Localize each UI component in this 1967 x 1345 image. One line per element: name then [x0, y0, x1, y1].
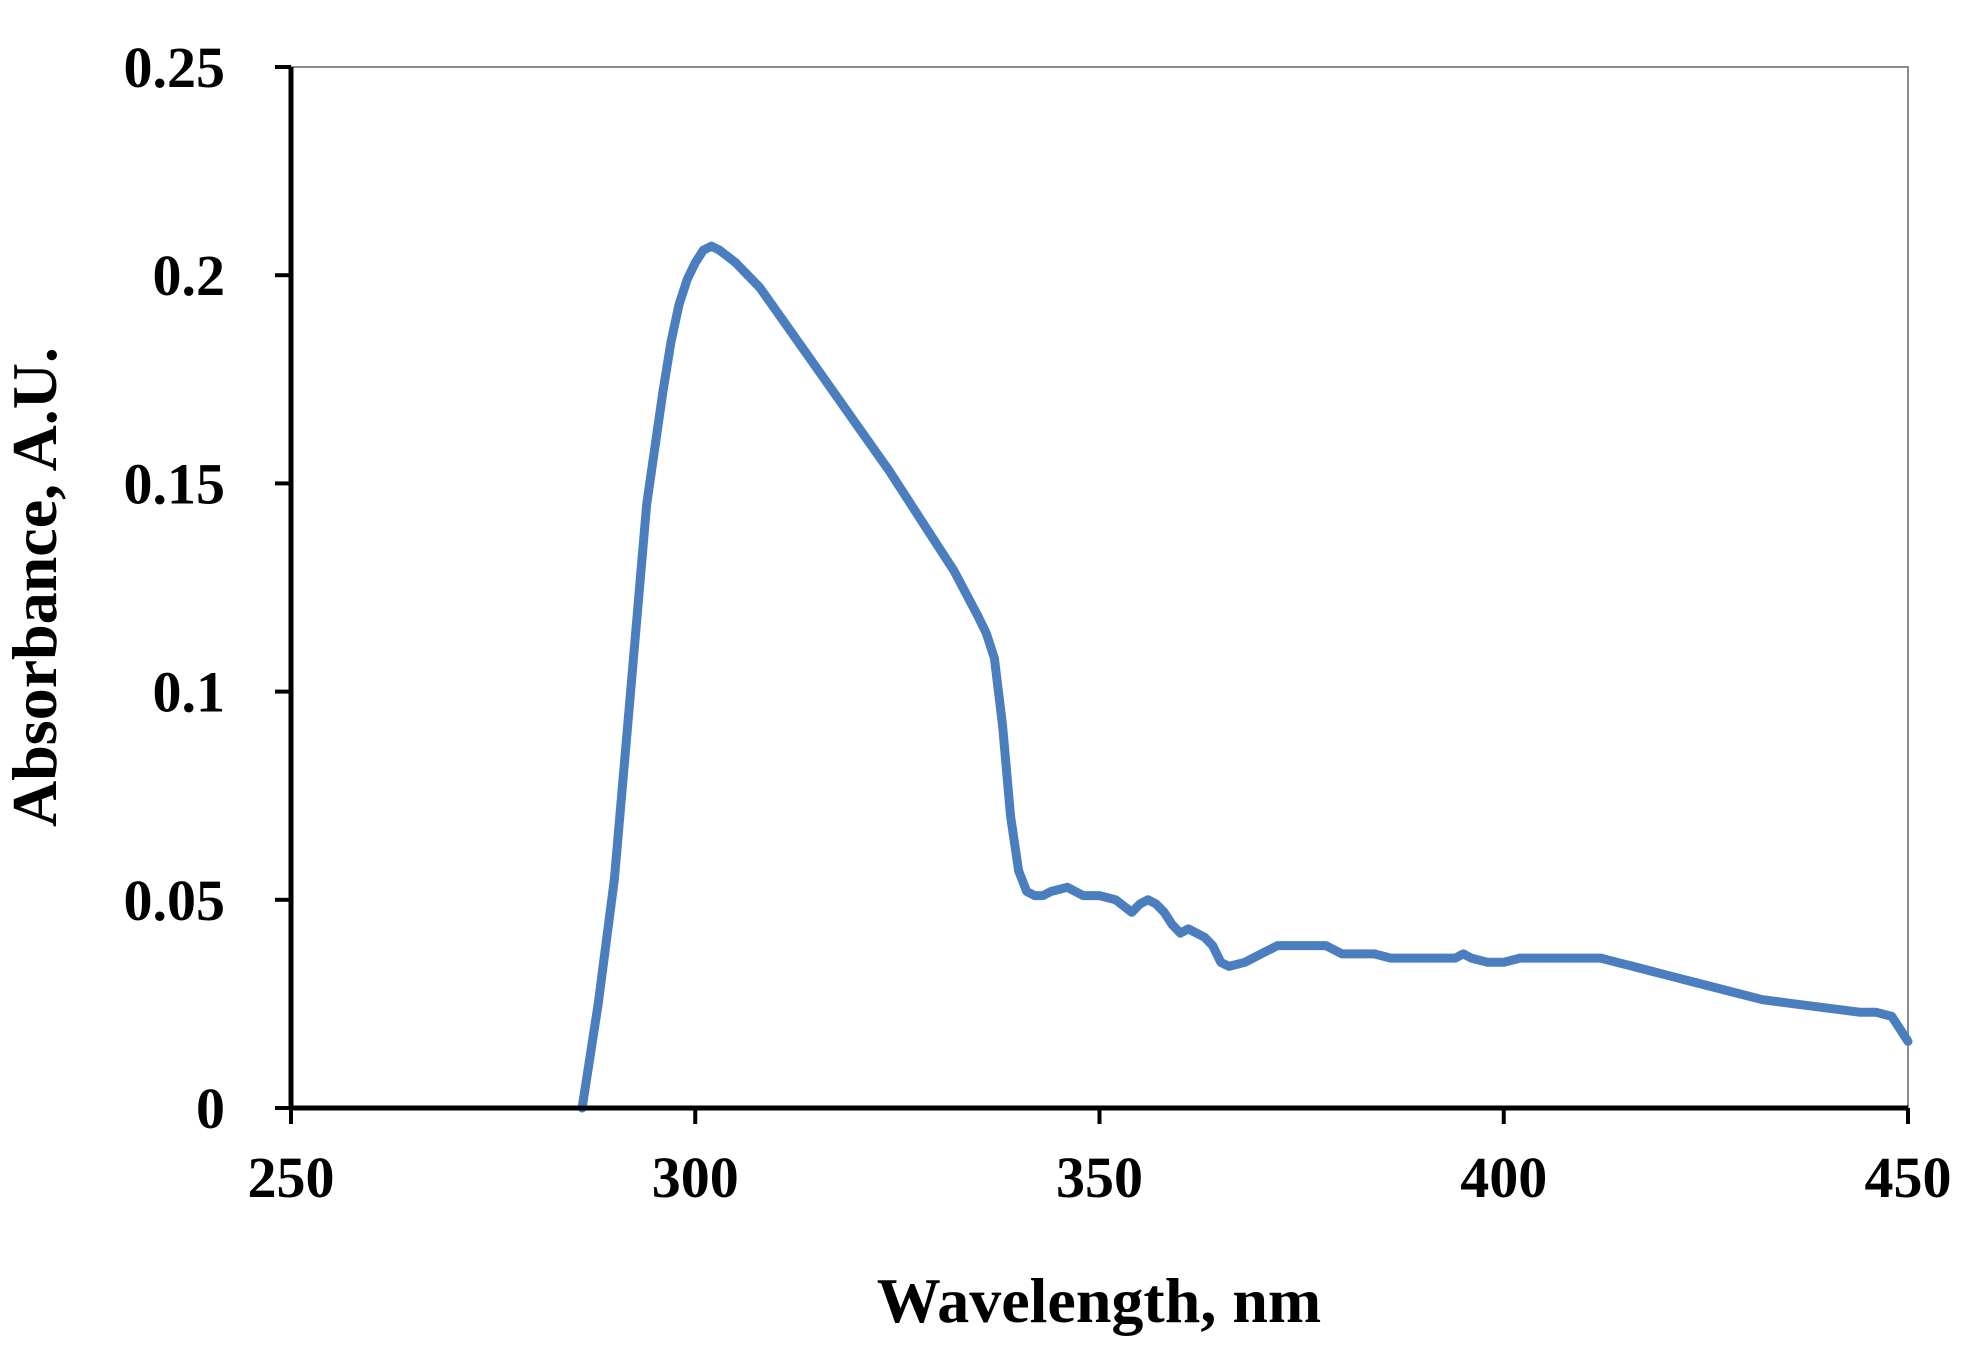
y-tick-label: 0.2: [153, 243, 226, 308]
x-tick-label: 250: [248, 1145, 335, 1210]
y-tick-label: 0: [196, 1076, 225, 1141]
x-tick-label: 400: [1460, 1145, 1547, 1210]
y-axis-title: Absorbance, A.U.: [0, 347, 70, 827]
x-tick-label: 350: [1056, 1145, 1143, 1210]
y-tick-label: 0.05: [124, 868, 226, 933]
series-line: [577, 241, 1913, 1113]
x-tick-label: 450: [1865, 1145, 1952, 1210]
y-tick-label: 0.25: [124, 35, 226, 100]
x-axis-ticks: 250 300 350 400 450: [248, 1108, 1952, 1210]
y-axis-ticks: 0 0.05 0.1 0.15 0.2 0.25: [124, 35, 291, 1141]
x-tick-label: 300: [652, 1145, 739, 1210]
y-tick-label: 0.1: [153, 660, 226, 725]
x-axis-title: Wavelength, nm: [877, 1265, 1321, 1336]
y-tick-label: 0.15: [124, 451, 226, 516]
data-layer: [577, 241, 1913, 1113]
